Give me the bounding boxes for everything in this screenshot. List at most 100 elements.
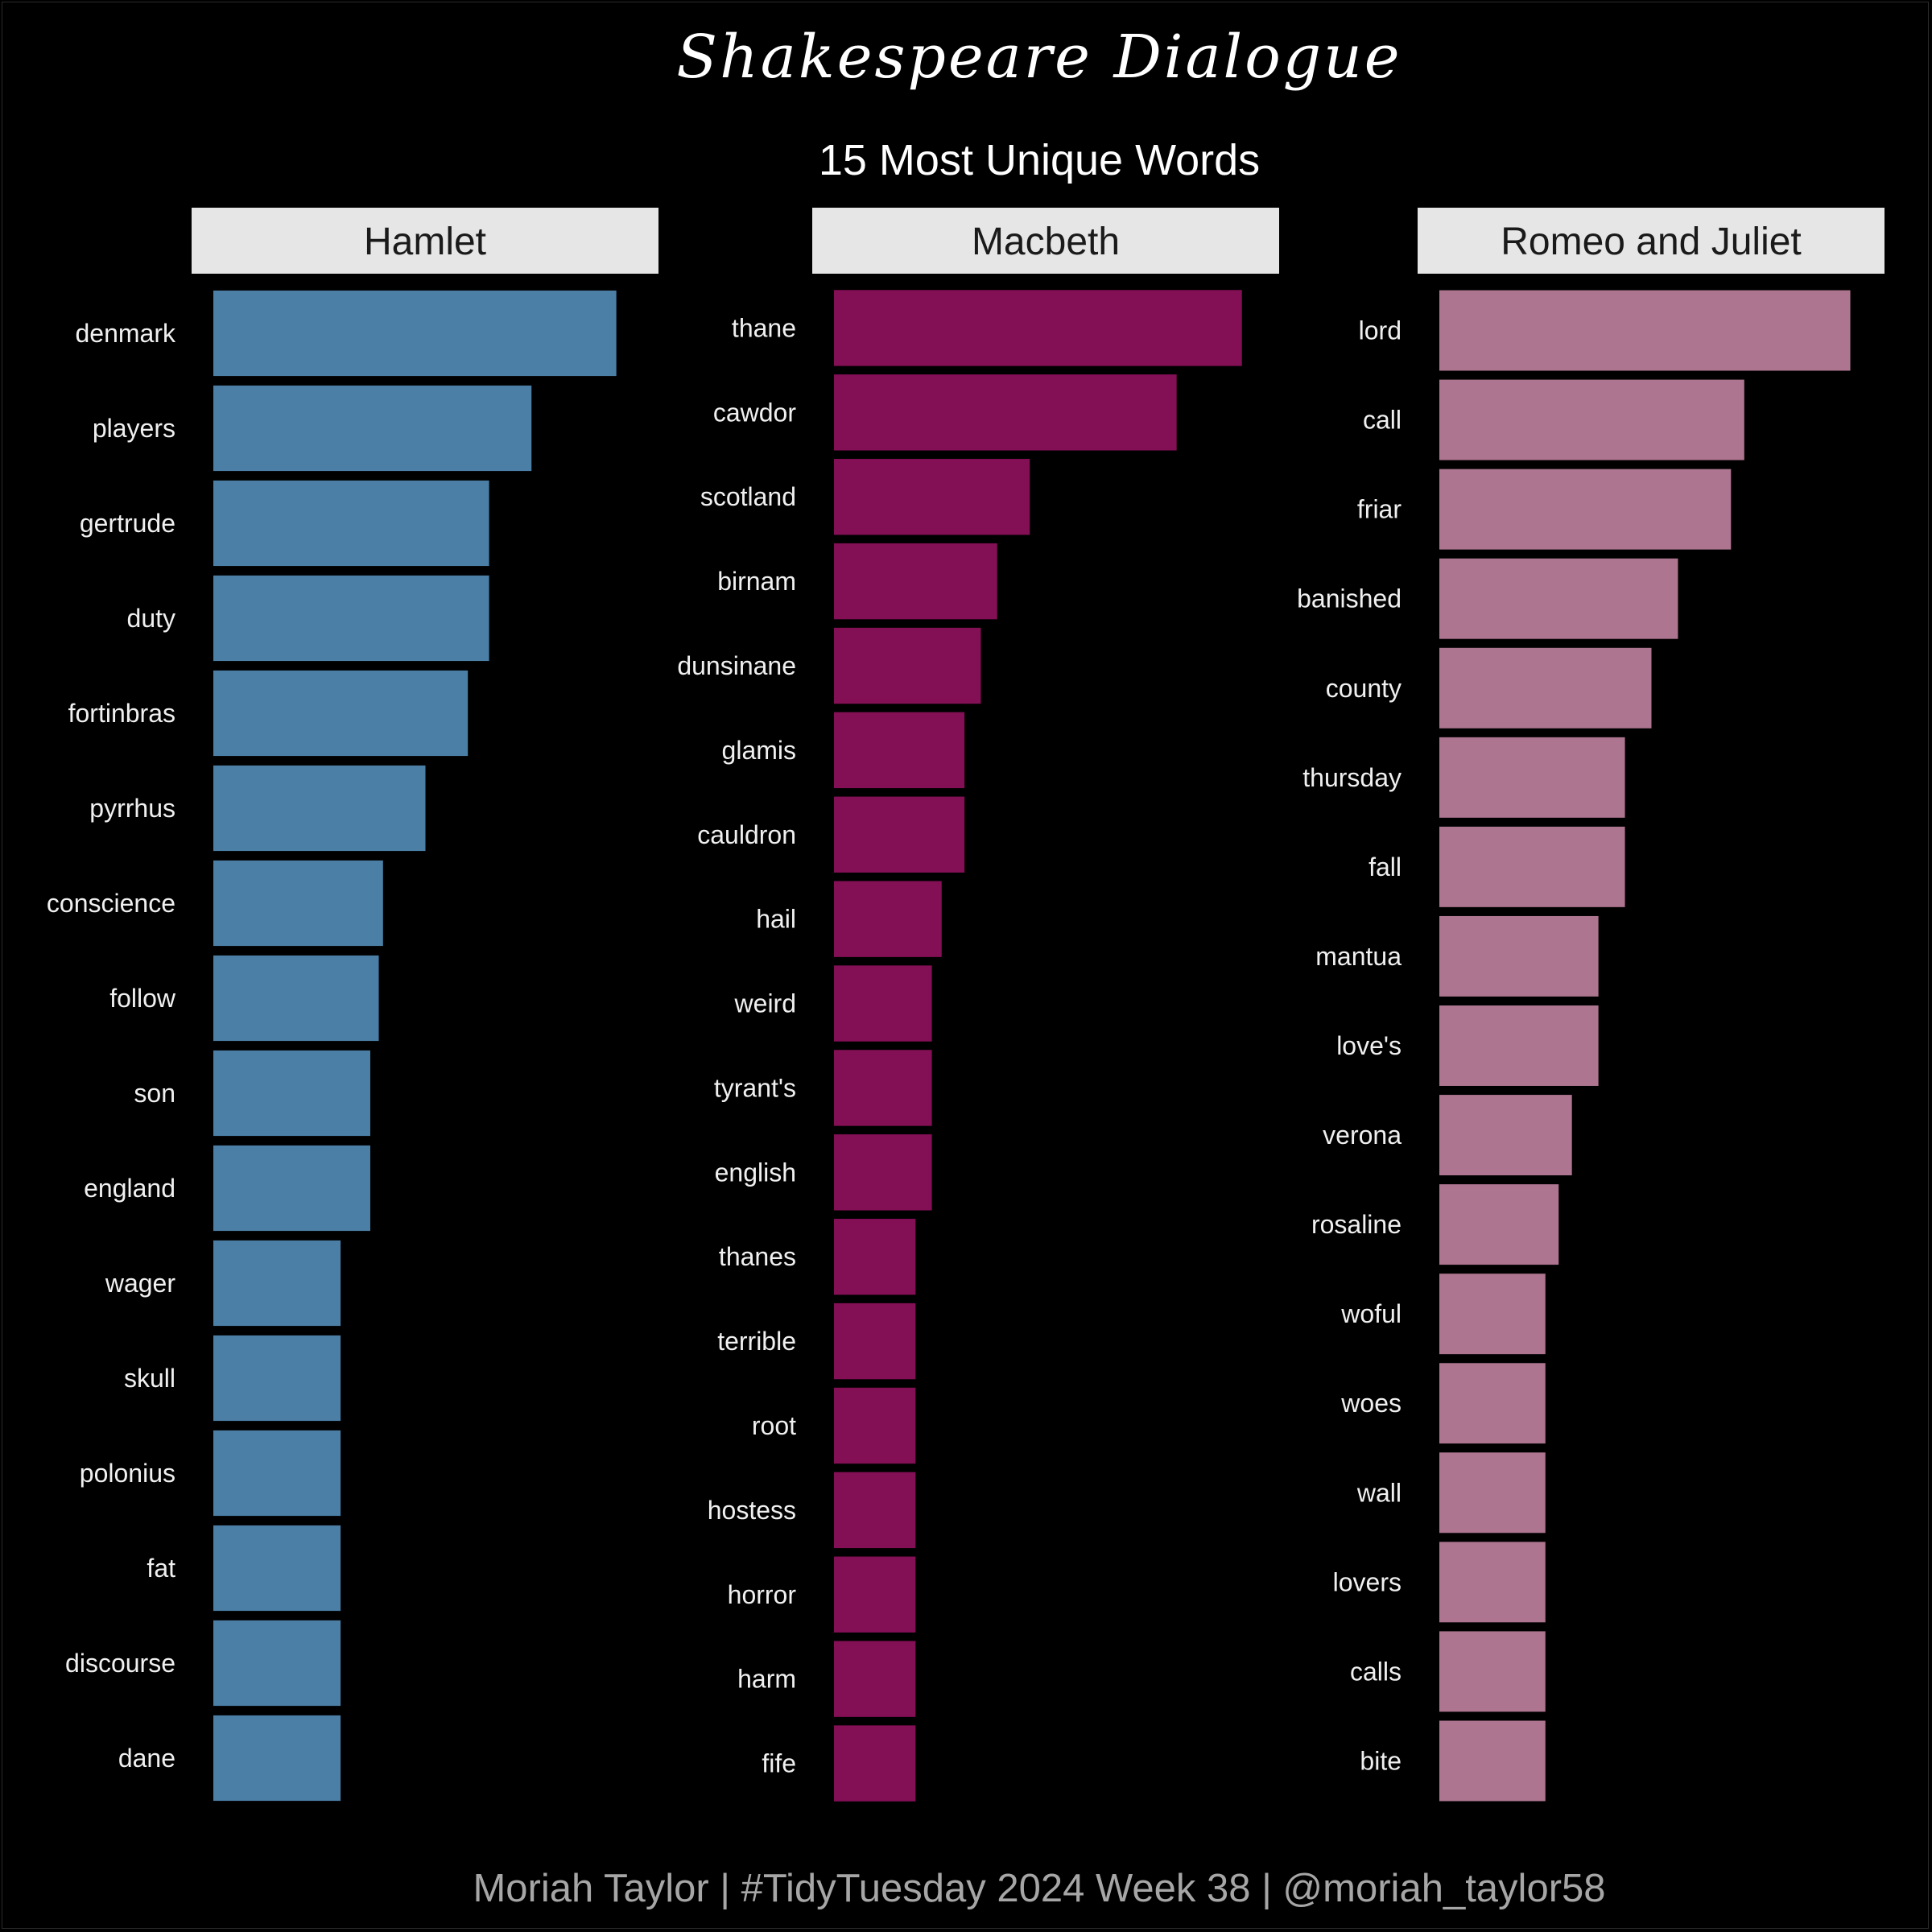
tick-label-macbeth: glamis bbox=[722, 736, 796, 765]
tick-label-macbeth: root bbox=[752, 1411, 796, 1440]
tick-label-hamlet: fat bbox=[147, 1554, 175, 1583]
bar-macbeth-scotland bbox=[834, 459, 1030, 535]
tick-label-romeo-and-juliet: woful bbox=[1340, 1299, 1402, 1328]
bar-romeo-and-juliet-calls bbox=[1439, 1631, 1546, 1712]
bar-hamlet-conscience bbox=[213, 860, 383, 947]
bar-hamlet-fortinbras bbox=[213, 670, 469, 757]
tick-label-romeo-and-juliet: verona bbox=[1323, 1121, 1402, 1150]
tick-label-romeo-and-juliet: wall bbox=[1356, 1478, 1402, 1507]
bar-romeo-and-juliet-woes bbox=[1439, 1363, 1546, 1444]
bar-hamlet-gertrude bbox=[213, 480, 489, 567]
tick-label-macbeth: hostess bbox=[708, 1496, 796, 1525]
panel-romeo-and-juliet: Romeo and Juliet lord call friar banished cou… bbox=[1297, 208, 1885, 1802]
bar-hamlet-fat bbox=[213, 1525, 341, 1612]
tick-label-macbeth: weird bbox=[734, 989, 796, 1018]
tick-label-hamlet: denmark bbox=[76, 319, 177, 348]
bar-romeo-and-juliet-thursday bbox=[1439, 737, 1625, 818]
tick-label-macbeth: dunsinane bbox=[677, 651, 796, 680]
bar-hamlet-players bbox=[213, 385, 532, 472]
bar-romeo-and-juliet-lord bbox=[1439, 290, 1851, 371]
bar-macbeth-fife bbox=[834, 1725, 916, 1802]
tick-label-hamlet: gertrude bbox=[80, 509, 175, 538]
bar-romeo-and-juliet-county bbox=[1439, 647, 1652, 729]
bar-romeo-and-juliet-friar bbox=[1439, 469, 1732, 550]
tick-label-romeo-and-juliet: bite bbox=[1360, 1746, 1402, 1775]
tick-label-romeo-and-juliet: woes bbox=[1340, 1389, 1402, 1418]
tick-label-macbeth: horror bbox=[728, 1580, 797, 1609]
bar-macbeth-cawdor bbox=[834, 374, 1177, 451]
bar-macbeth-glamis bbox=[834, 712, 965, 789]
bar-macbeth-weird bbox=[834, 965, 932, 1042]
bar-romeo-and-juliet-call bbox=[1439, 379, 1744, 460]
tick-label-macbeth: cauldron bbox=[697, 820, 796, 849]
bar-romeo-and-juliet-love-s bbox=[1439, 1005, 1599, 1086]
tick-label-romeo-and-juliet: mantua bbox=[1315, 942, 1402, 971]
strip-label-romeo-and-juliet: Romeo and Juliet bbox=[1501, 221, 1802, 263]
tick-label-macbeth: hail bbox=[756, 905, 796, 934]
tick-label-macbeth: birnam bbox=[717, 567, 796, 596]
bar-hamlet-england bbox=[213, 1145, 370, 1232]
tick-label-romeo-and-juliet: fall bbox=[1368, 852, 1402, 881]
bar-hamlet-dane bbox=[213, 1715, 341, 1802]
bar-hamlet-wager bbox=[213, 1240, 341, 1327]
strip-hamlet bbox=[192, 208, 658, 274]
tick-label-macbeth: terrible bbox=[717, 1327, 796, 1356]
bar-macbeth-thanes bbox=[834, 1219, 916, 1295]
bar-macbeth-cauldron bbox=[834, 796, 965, 873]
strip-label-hamlet: Hamlet bbox=[364, 221, 486, 263]
tick-label-romeo-and-juliet: call bbox=[1363, 406, 1402, 435]
tick-label-romeo-and-juliet: lovers bbox=[1333, 1567, 1402, 1596]
tick-label-macbeth: scotland bbox=[700, 482, 796, 511]
bar-macbeth-tyrant-s bbox=[834, 1050, 932, 1126]
strip-macbeth bbox=[812, 208, 1279, 274]
tick-label-romeo-and-juliet: rosaline bbox=[1311, 1210, 1402, 1239]
bar-romeo-and-juliet-bite bbox=[1439, 1720, 1546, 1802]
tick-label-macbeth: cawdor bbox=[713, 398, 797, 427]
tick-label-hamlet: wager bbox=[105, 1269, 176, 1298]
bar-hamlet-follow bbox=[213, 955, 379, 1042]
bar-hamlet-skull bbox=[213, 1335, 341, 1422]
bar-romeo-and-juliet-banished bbox=[1439, 558, 1678, 639]
bar-romeo-and-juliet-lovers bbox=[1439, 1542, 1546, 1623]
bar-romeo-and-juliet-verona bbox=[1439, 1095, 1572, 1176]
bar-hamlet-discourse bbox=[213, 1620, 341, 1707]
bar-romeo-and-juliet-mantua bbox=[1439, 915, 1599, 997]
tick-label-macbeth: thanes bbox=[719, 1242, 796, 1271]
tick-label-hamlet: fortinbras bbox=[68, 699, 175, 728]
bar-macbeth-horror bbox=[834, 1556, 916, 1633]
bar-macbeth-dunsinane bbox=[834, 627, 981, 704]
tick-label-hamlet: players bbox=[93, 414, 175, 443]
tick-label-macbeth: fife bbox=[762, 1749, 796, 1778]
tick-label-macbeth: thane bbox=[732, 313, 796, 342]
tick-label-romeo-and-juliet: thursday bbox=[1302, 763, 1402, 792]
tick-label-romeo-and-juliet: calls bbox=[1350, 1657, 1402, 1686]
strip-label-macbeth: Macbeth bbox=[972, 221, 1120, 263]
bar-hamlet-duty bbox=[213, 575, 489, 662]
bar-macbeth-hail bbox=[834, 881, 942, 957]
panel-macbeth: Macbeth thane cawdor scotland birnam dunsinan… bbox=[677, 208, 1279, 1802]
tick-label-hamlet: conscience bbox=[47, 889, 175, 918]
bar-hamlet-polonius bbox=[213, 1430, 341, 1517]
tick-label-romeo-and-juliet: lord bbox=[1359, 316, 1402, 345]
tick-label-hamlet: pyrrhus bbox=[89, 794, 175, 823]
tick-label-romeo-and-juliet: banished bbox=[1297, 584, 1402, 613]
bar-hamlet-pyrrhus bbox=[213, 765, 426, 852]
tick-label-hamlet: son bbox=[134, 1079, 175, 1108]
bar-macbeth-root bbox=[834, 1387, 916, 1464]
tick-label-romeo-and-juliet: love's bbox=[1336, 1031, 1402, 1060]
panel-hamlet: Hamlet denmark players gertrude duty fortinbr… bbox=[47, 208, 658, 1802]
tick-label-hamlet: england bbox=[84, 1174, 175, 1203]
bar-hamlet-denmark bbox=[213, 290, 617, 377]
tick-label-romeo-and-juliet: county bbox=[1326, 674, 1402, 703]
bar-romeo-and-juliet-wall bbox=[1439, 1452, 1546, 1534]
chart-subtitle: 15 Most Unique Words bbox=[818, 136, 1261, 184]
tick-label-hamlet: duty bbox=[127, 604, 175, 633]
bar-macbeth-terrible bbox=[834, 1302, 916, 1380]
bar-macbeth-thane bbox=[834, 290, 1242, 366]
tick-label-macbeth: english bbox=[715, 1158, 796, 1187]
tick-label-hamlet: skull bbox=[124, 1364, 175, 1393]
chart-title: Shakespeare Dialogue bbox=[676, 23, 1402, 92]
bar-hamlet-son bbox=[213, 1050, 370, 1137]
chart-caption: Moriah Taylor | #TidyTuesday 2024 Week 3… bbox=[473, 1867, 1606, 1910]
tick-label-hamlet: polonius bbox=[80, 1459, 175, 1488]
